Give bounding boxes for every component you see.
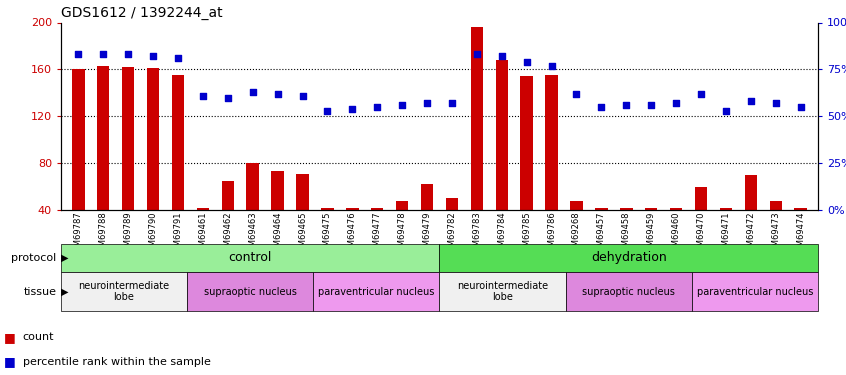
- Bar: [420, 184, 433, 210]
- Point: [171, 55, 184, 61]
- Text: supraoptic nucleus: supraoptic nucleus: [204, 286, 297, 297]
- Bar: [546, 75, 558, 210]
- Bar: [296, 174, 309, 210]
- Text: neurointermediate
lobe: neurointermediate lobe: [79, 281, 169, 302]
- Bar: [496, 60, 508, 210]
- Point: [619, 102, 633, 108]
- Point: [719, 108, 733, 114]
- Point: [296, 93, 310, 99]
- Point: [146, 53, 160, 59]
- Text: GDS1612 / 1392244_at: GDS1612 / 1392244_at: [61, 6, 222, 20]
- Point: [794, 104, 807, 110]
- Bar: [520, 76, 533, 210]
- Point: [695, 91, 708, 97]
- Bar: [695, 187, 707, 210]
- Bar: [222, 181, 234, 210]
- Bar: [720, 208, 732, 210]
- Bar: [147, 68, 159, 210]
- Text: ■: ■: [4, 356, 16, 368]
- Bar: [97, 66, 109, 210]
- Point: [744, 98, 758, 104]
- Point: [445, 100, 459, 106]
- Bar: [770, 201, 782, 210]
- Bar: [371, 208, 383, 210]
- Text: count: count: [23, 333, 54, 342]
- Bar: [346, 208, 359, 210]
- Text: protocol: protocol: [12, 253, 57, 263]
- Bar: [272, 171, 283, 210]
- Point: [569, 91, 583, 97]
- Bar: [596, 208, 607, 210]
- Text: percentile rank within the sample: percentile rank within the sample: [23, 357, 211, 367]
- Bar: [470, 27, 483, 210]
- Point: [645, 102, 658, 108]
- Bar: [620, 208, 633, 210]
- Bar: [744, 175, 757, 210]
- Point: [669, 100, 683, 106]
- Text: control: control: [228, 251, 272, 264]
- Text: ▶: ▶: [61, 253, 69, 263]
- Text: dehydration: dehydration: [591, 251, 667, 264]
- Bar: [645, 208, 657, 210]
- Text: ■: ■: [4, 331, 16, 344]
- Point: [769, 100, 783, 106]
- Point: [72, 51, 85, 57]
- Bar: [72, 69, 85, 210]
- Bar: [670, 208, 683, 210]
- Point: [96, 51, 110, 57]
- Point: [221, 94, 234, 100]
- Point: [470, 51, 484, 57]
- Point: [321, 108, 334, 114]
- Bar: [246, 163, 259, 210]
- Text: tissue: tissue: [24, 286, 57, 297]
- Point: [345, 106, 359, 112]
- Bar: [321, 208, 333, 210]
- Bar: [172, 75, 184, 210]
- Point: [595, 104, 608, 110]
- Point: [420, 100, 434, 106]
- Bar: [396, 201, 409, 210]
- Bar: [570, 201, 583, 210]
- Point: [495, 53, 508, 59]
- Point: [271, 91, 284, 97]
- Point: [246, 89, 260, 95]
- Bar: [196, 208, 209, 210]
- Point: [121, 51, 135, 57]
- Bar: [794, 208, 807, 210]
- Bar: [122, 67, 135, 210]
- Point: [520, 59, 534, 65]
- Text: paraventricular nucleus: paraventricular nucleus: [318, 286, 435, 297]
- Text: paraventricular nucleus: paraventricular nucleus: [697, 286, 813, 297]
- Text: supraoptic nucleus: supraoptic nucleus: [582, 286, 675, 297]
- Text: ▶: ▶: [61, 286, 69, 297]
- Point: [545, 63, 558, 69]
- Text: neurointermediate
lobe: neurointermediate lobe: [457, 281, 548, 302]
- Point: [395, 102, 409, 108]
- Point: [371, 104, 384, 110]
- Bar: [446, 198, 459, 210]
- Point: [196, 93, 210, 99]
